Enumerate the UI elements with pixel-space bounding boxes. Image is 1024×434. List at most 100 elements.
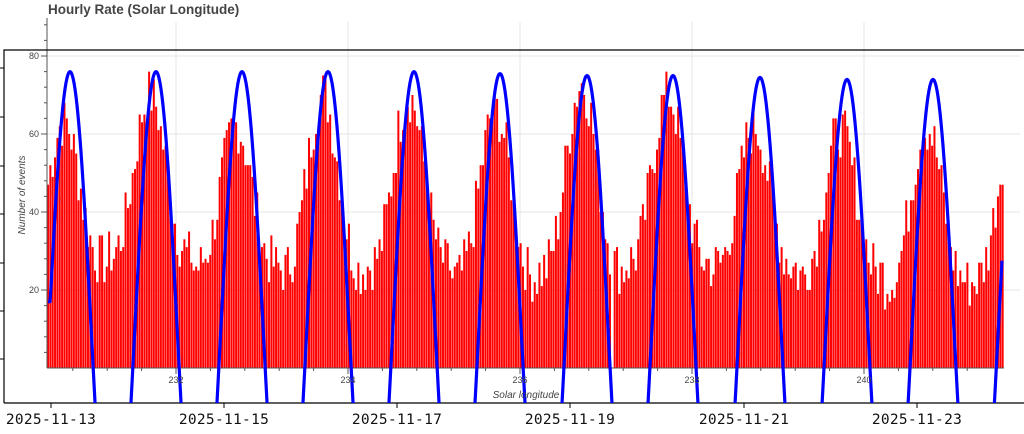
bar	[679, 137, 682, 368]
bar	[996, 196, 999, 368]
bar	[225, 130, 228, 368]
bar	[877, 293, 880, 368]
bar	[710, 286, 713, 368]
bar	[510, 200, 513, 368]
bar	[119, 251, 122, 368]
bar	[724, 247, 727, 368]
bar	[65, 118, 68, 369]
bar	[698, 247, 701, 368]
bar	[169, 212, 172, 368]
bar	[418, 130, 421, 368]
bar	[717, 251, 720, 368]
bar	[437, 227, 440, 368]
bar	[757, 145, 760, 368]
bar	[764, 165, 767, 368]
bar	[750, 153, 753, 368]
bar	[855, 219, 858, 368]
bar	[484, 130, 487, 368]
bar	[270, 235, 273, 368]
bar	[366, 266, 369, 368]
bar	[387, 192, 390, 368]
bar	[451, 278, 454, 368]
bar	[550, 251, 553, 368]
bar	[284, 254, 287, 368]
bar	[554, 215, 557, 368]
bar	[646, 173, 649, 368]
bar	[439, 247, 442, 368]
bar	[390, 196, 393, 368]
bar	[681, 145, 684, 368]
bar	[980, 262, 983, 368]
bar	[533, 282, 536, 368]
bar	[343, 227, 346, 368]
bar	[350, 270, 353, 368]
date-tick-label: 2025-11-21	[699, 412, 789, 428]
bar	[820, 231, 823, 368]
bar	[322, 75, 325, 368]
bar	[834, 118, 837, 369]
bar	[884, 309, 887, 368]
bar	[86, 247, 89, 368]
bar	[190, 262, 193, 368]
bar	[561, 192, 564, 368]
bar	[221, 157, 223, 368]
bar	[298, 212, 301, 368]
bar	[204, 258, 207, 368]
bar	[472, 247, 475, 368]
bar	[514, 235, 517, 368]
bar	[660, 95, 663, 368]
bar	[790, 278, 793, 368]
bar	[124, 192, 127, 368]
bar	[858, 219, 861, 368]
bar	[945, 223, 948, 368]
bar	[411, 95, 414, 368]
bar	[206, 262, 209, 368]
bar	[383, 204, 386, 368]
bar	[933, 126, 936, 368]
y-tick-label: 60	[29, 129, 39, 139]
bar	[573, 102, 576, 369]
bar	[49, 165, 52, 368]
bar	[503, 137, 506, 368]
bar	[399, 141, 402, 368]
bar	[578, 91, 581, 368]
bar	[623, 282, 626, 368]
bar	[385, 204, 388, 368]
bar	[919, 149, 922, 368]
bar	[291, 282, 294, 368]
bar	[921, 153, 924, 368]
y-tick-label: 40	[29, 207, 39, 217]
outer-axes-frame	[0, 49, 1024, 408]
bar	[968, 305, 971, 368]
bar	[992, 208, 995, 368]
bar	[543, 254, 546, 368]
bar	[263, 243, 266, 368]
bar	[319, 95, 322, 368]
bar	[183, 239, 186, 368]
bar	[613, 251, 616, 368]
bar	[905, 200, 908, 368]
bar	[235, 122, 238, 368]
bar	[956, 286, 959, 368]
bar	[782, 274, 785, 368]
bar	[230, 118, 233, 369]
bar	[239, 141, 242, 368]
bar	[954, 251, 957, 368]
bar	[684, 165, 687, 368]
bar	[143, 114, 146, 368]
bar	[369, 270, 372, 368]
bar	[79, 188, 82, 368]
bar	[851, 165, 854, 368]
bar	[115, 247, 118, 368]
bar	[277, 262, 280, 368]
bar	[98, 235, 101, 368]
bar	[463, 239, 466, 368]
bar	[667, 106, 670, 368]
bar	[571, 134, 574, 368]
bar	[474, 180, 477, 368]
bar	[425, 184, 428, 368]
bar	[507, 157, 510, 368]
bar	[688, 204, 691, 368]
bar	[917, 169, 919, 368]
